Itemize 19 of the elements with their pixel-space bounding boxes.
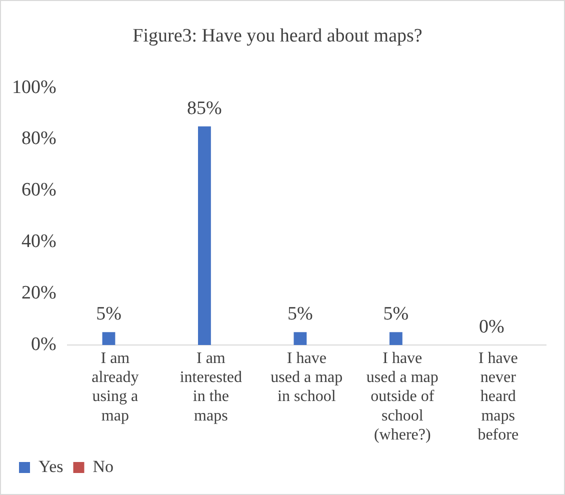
chart-title: Figure3: Have you heard about maps? [132,25,422,46]
y-tick-label: 60% [22,180,56,201]
y-tick-label: 100% [12,76,56,98]
x-tick-label: I have used a map in school [270,350,343,406]
data-label: 0% [479,316,505,338]
legend-label: No [92,456,114,476]
legend-label: Yes [38,456,64,476]
x-tick-label: I am interested in the maps [180,350,242,424]
y-tick-label: 80% [22,128,56,150]
y-tick-label: 20% [22,282,56,304]
data-label: 5% [383,304,409,325]
y-tick-label: 40% [22,231,56,252]
x-tick-label: I am already using a map [92,350,139,424]
data-label: 85% [187,98,222,119]
y-tick-label: 0% [31,334,56,355]
data-label: 5% [288,304,314,325]
data-label: 5% [96,304,122,325]
x-tick-label: I have used a map outside of school (where?) [366,350,438,444]
x-tick-label: I have never heard maps before [478,350,519,444]
